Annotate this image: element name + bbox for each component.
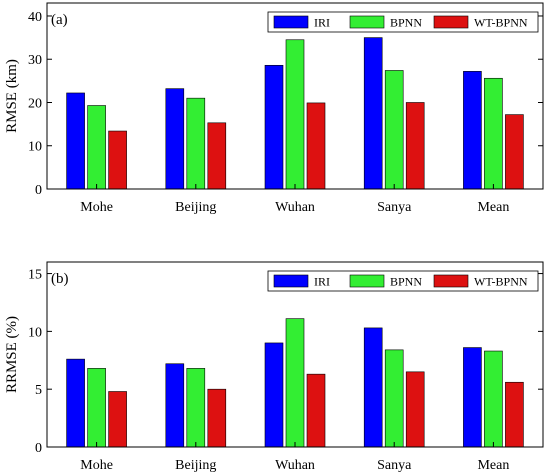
legend-box xyxy=(267,270,539,292)
bar-iri-beijing xyxy=(165,88,185,190)
y-axis-label: RRMSE (%) xyxy=(4,316,20,393)
x-tick-label-mean: Mean xyxy=(477,200,509,215)
bar-wt-bpnn-beijing xyxy=(207,388,227,448)
bar-wt-bpnn-mean xyxy=(505,381,524,448)
bar-iri-sanya xyxy=(363,37,383,190)
bar-wt-bpnn-beijing xyxy=(207,122,227,190)
legend-swatch-wt-bpnn xyxy=(433,274,469,288)
panel-tag: (b) xyxy=(51,271,69,287)
bar-bpnn-wuhan xyxy=(285,39,305,190)
bar-bpnn-mean xyxy=(484,350,503,448)
legend: IRI BPNN WT-BPNN xyxy=(267,11,539,33)
bar-wt-bpnn-sanya xyxy=(405,371,425,448)
legend-label-iri: IRI xyxy=(314,275,330,289)
chart-panel-a: 0 10 20 30 40 Mohe Beijing Wuhan Sanya Mean RMSE (… xyxy=(4,2,544,215)
legend-box xyxy=(267,11,539,33)
bar-wt-bpnn-wuhan xyxy=(306,102,326,190)
legend: IRI BPNN WT-BPNN xyxy=(267,270,539,292)
bar-iri-sanya xyxy=(363,327,383,448)
y-tick-label: 0 xyxy=(35,441,42,456)
y-tick-label: 10 xyxy=(28,325,42,340)
bar-wt-bpnn-mean xyxy=(505,114,524,190)
bar-bpnn-beijing xyxy=(186,97,206,190)
bar-bpnn-wuhan xyxy=(285,318,305,448)
x-tick-label-mohe: Mohe xyxy=(80,458,113,473)
x-tick-label-wuhan: Wuhan xyxy=(275,458,315,473)
x-tick-label-sanya: Sanya xyxy=(377,458,412,473)
x-tick-label-sanya: Sanya xyxy=(377,200,412,215)
x-tick-label-mean: Mean xyxy=(477,458,509,473)
panel-tag: (a) xyxy=(51,12,68,28)
legend-swatch-iri xyxy=(273,274,309,288)
y-tick-label: 15 xyxy=(28,268,42,283)
bar-wt-bpnn-wuhan xyxy=(306,373,326,448)
legend-label-bpnn: BPNN xyxy=(390,275,422,289)
x-tick-label-beijing: Beijing xyxy=(175,458,216,473)
legend-swatch-wt-bpnn xyxy=(433,15,469,29)
bar-iri-wuhan xyxy=(264,64,284,190)
y-tick-label: 10 xyxy=(28,140,42,155)
legend-label-iri: IRI xyxy=(314,16,330,30)
bar-iri-beijing xyxy=(165,363,185,448)
x-tick-label-mohe: Mohe xyxy=(80,200,113,215)
bar-bpnn-mohe xyxy=(87,368,106,448)
legend-swatch-bpnn xyxy=(349,15,385,29)
bar-wt-bpnn-mohe xyxy=(108,130,127,190)
y-axis-label: RMSE (km) xyxy=(4,59,20,133)
bar-bpnn-beijing xyxy=(186,368,206,448)
chart-panel-b: 0 5 10 15 Mohe Beijing Wuhan Sanya Mean RRMSE (%)… xyxy=(4,261,544,473)
bar-iri-mohe xyxy=(66,358,85,448)
bar-iri-mohe xyxy=(66,92,85,190)
bar-iri-mean xyxy=(463,71,482,190)
x-tick-label-wuhan: Wuhan xyxy=(275,200,315,215)
bar-bpnn-mean xyxy=(484,77,503,190)
bar-iri-mean xyxy=(463,347,482,448)
y-tick-label: 30 xyxy=(28,53,42,68)
bar-bpnn-sanya xyxy=(384,70,404,190)
y-tick-label: 20 xyxy=(28,96,42,111)
bar-wt-bpnn-mohe xyxy=(108,391,127,448)
legend-label-wt-bpnn: WT-BPNN xyxy=(474,275,528,289)
y-tick-label: 40 xyxy=(28,10,42,25)
y-tick-label: 0 xyxy=(35,183,42,198)
x-tick-label-beijing: Beijing xyxy=(175,200,216,215)
legend-swatch-iri xyxy=(273,15,309,29)
bar-wt-bpnn-sanya xyxy=(405,102,425,190)
legend-label-bpnn: BPNN xyxy=(390,16,422,30)
legend-label-wt-bpnn: WT-BPNN xyxy=(474,16,528,30)
bar-iri-wuhan xyxy=(264,342,284,448)
bar-bpnn-mohe xyxy=(87,105,106,190)
legend-swatch-bpnn xyxy=(349,274,385,288)
bar-bpnn-sanya xyxy=(384,349,404,448)
y-tick-label: 5 xyxy=(35,383,42,398)
